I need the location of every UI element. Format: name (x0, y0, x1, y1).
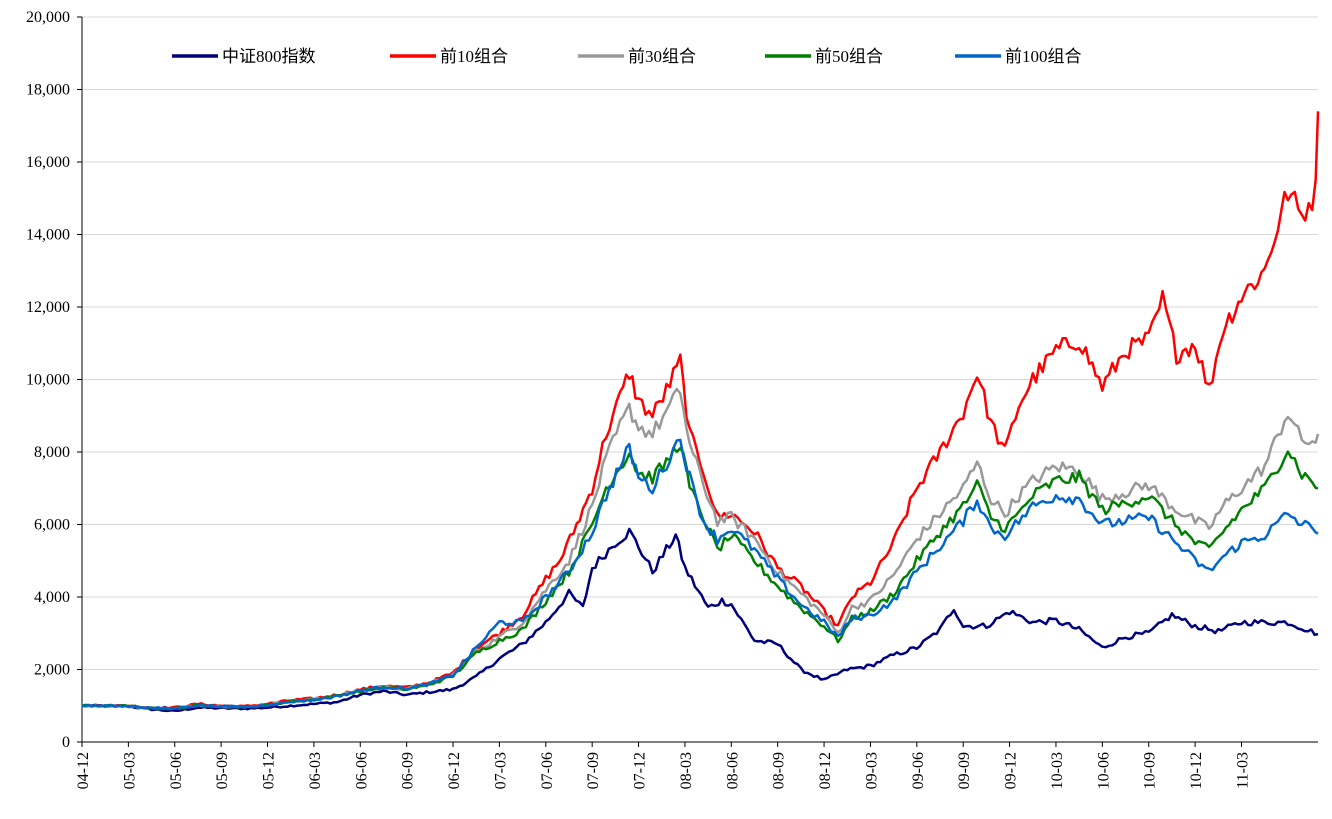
legend-label-0: 中证800指数 (222, 47, 316, 66)
series-line-1 (82, 111, 1320, 710)
x-tick-label: 07-06 (539, 752, 556, 789)
x-tick-label: 08-06 (724, 752, 741, 789)
x-tick-label: 10-06 (1095, 752, 1112, 789)
x-tick-label: 10-12 (1188, 752, 1205, 789)
x-tick-label: 05-12 (261, 752, 278, 789)
y-tick-label: 20,000 (26, 9, 70, 26)
x-tick-label: 05-09 (214, 752, 231, 789)
x-tick-label: 06-09 (400, 752, 417, 789)
legend: 中证800指数 前10组合 前30组合 前50组合 前100组合 (172, 47, 1082, 66)
legend-label-3: 前50组合 (815, 47, 883, 66)
x-tick-label: 06-06 (353, 752, 370, 789)
legend-label-1: 前10组合 (440, 47, 508, 66)
x-tick-label: 10-03 (1049, 752, 1066, 789)
y-tick-label: 8,000 (34, 444, 70, 461)
x-tick-label: 11-03 (1234, 752, 1251, 789)
x-tick-label: 08-12 (817, 752, 834, 789)
x-tick-label: 09-09 (956, 752, 973, 789)
x-tick-label: 07-03 (492, 752, 509, 789)
x-tick-label: 09-12 (1003, 752, 1020, 789)
series-lines (81, 111, 1320, 713)
y-tick-label: 2,000 (34, 662, 70, 679)
series-line-0 (81, 527, 1319, 713)
y-tick-label: 10,000 (26, 372, 70, 389)
x-tick-label: 06-03 (307, 752, 324, 789)
x-tick-label: 07-09 (585, 752, 602, 789)
x-tick-label: 10-09 (1142, 752, 1159, 789)
y-tick-label: 0 (62, 734, 70, 751)
axes: 0 2,000 4,000 6,000 8,000 10,000 12,000 14,000 1… (26, 9, 1318, 789)
x-tick-label: 05-03 (121, 752, 138, 789)
x-tick-label: 08-03 (678, 752, 695, 789)
legend-label-2: 前30组合 (628, 47, 696, 66)
grid (82, 16, 1318, 670)
y-tick-label: 14,000 (26, 227, 70, 244)
series-line-2 (81, 387, 1320, 711)
y-tick-label: 4,000 (34, 589, 70, 606)
x-tick-label: 09-03 (863, 752, 880, 789)
y-tick-label: 6,000 (34, 517, 70, 534)
x-tick-label: 06-12 (446, 752, 463, 789)
x-tick-label: 09-06 (910, 752, 927, 789)
y-tick-label: 12,000 (26, 299, 70, 316)
y-tick-label: 16,000 (26, 154, 70, 171)
y-tick-label: 18,000 (26, 82, 70, 99)
x-tick-label: 08-09 (771, 752, 788, 789)
x-tick-label: 05-06 (168, 752, 185, 789)
legend-label-4: 前100组合 (1005, 47, 1082, 66)
x-tick-label: 07-12 (632, 752, 649, 789)
x-tick-label: 04-12 (75, 752, 92, 789)
series-line-4 (81, 438, 1319, 710)
